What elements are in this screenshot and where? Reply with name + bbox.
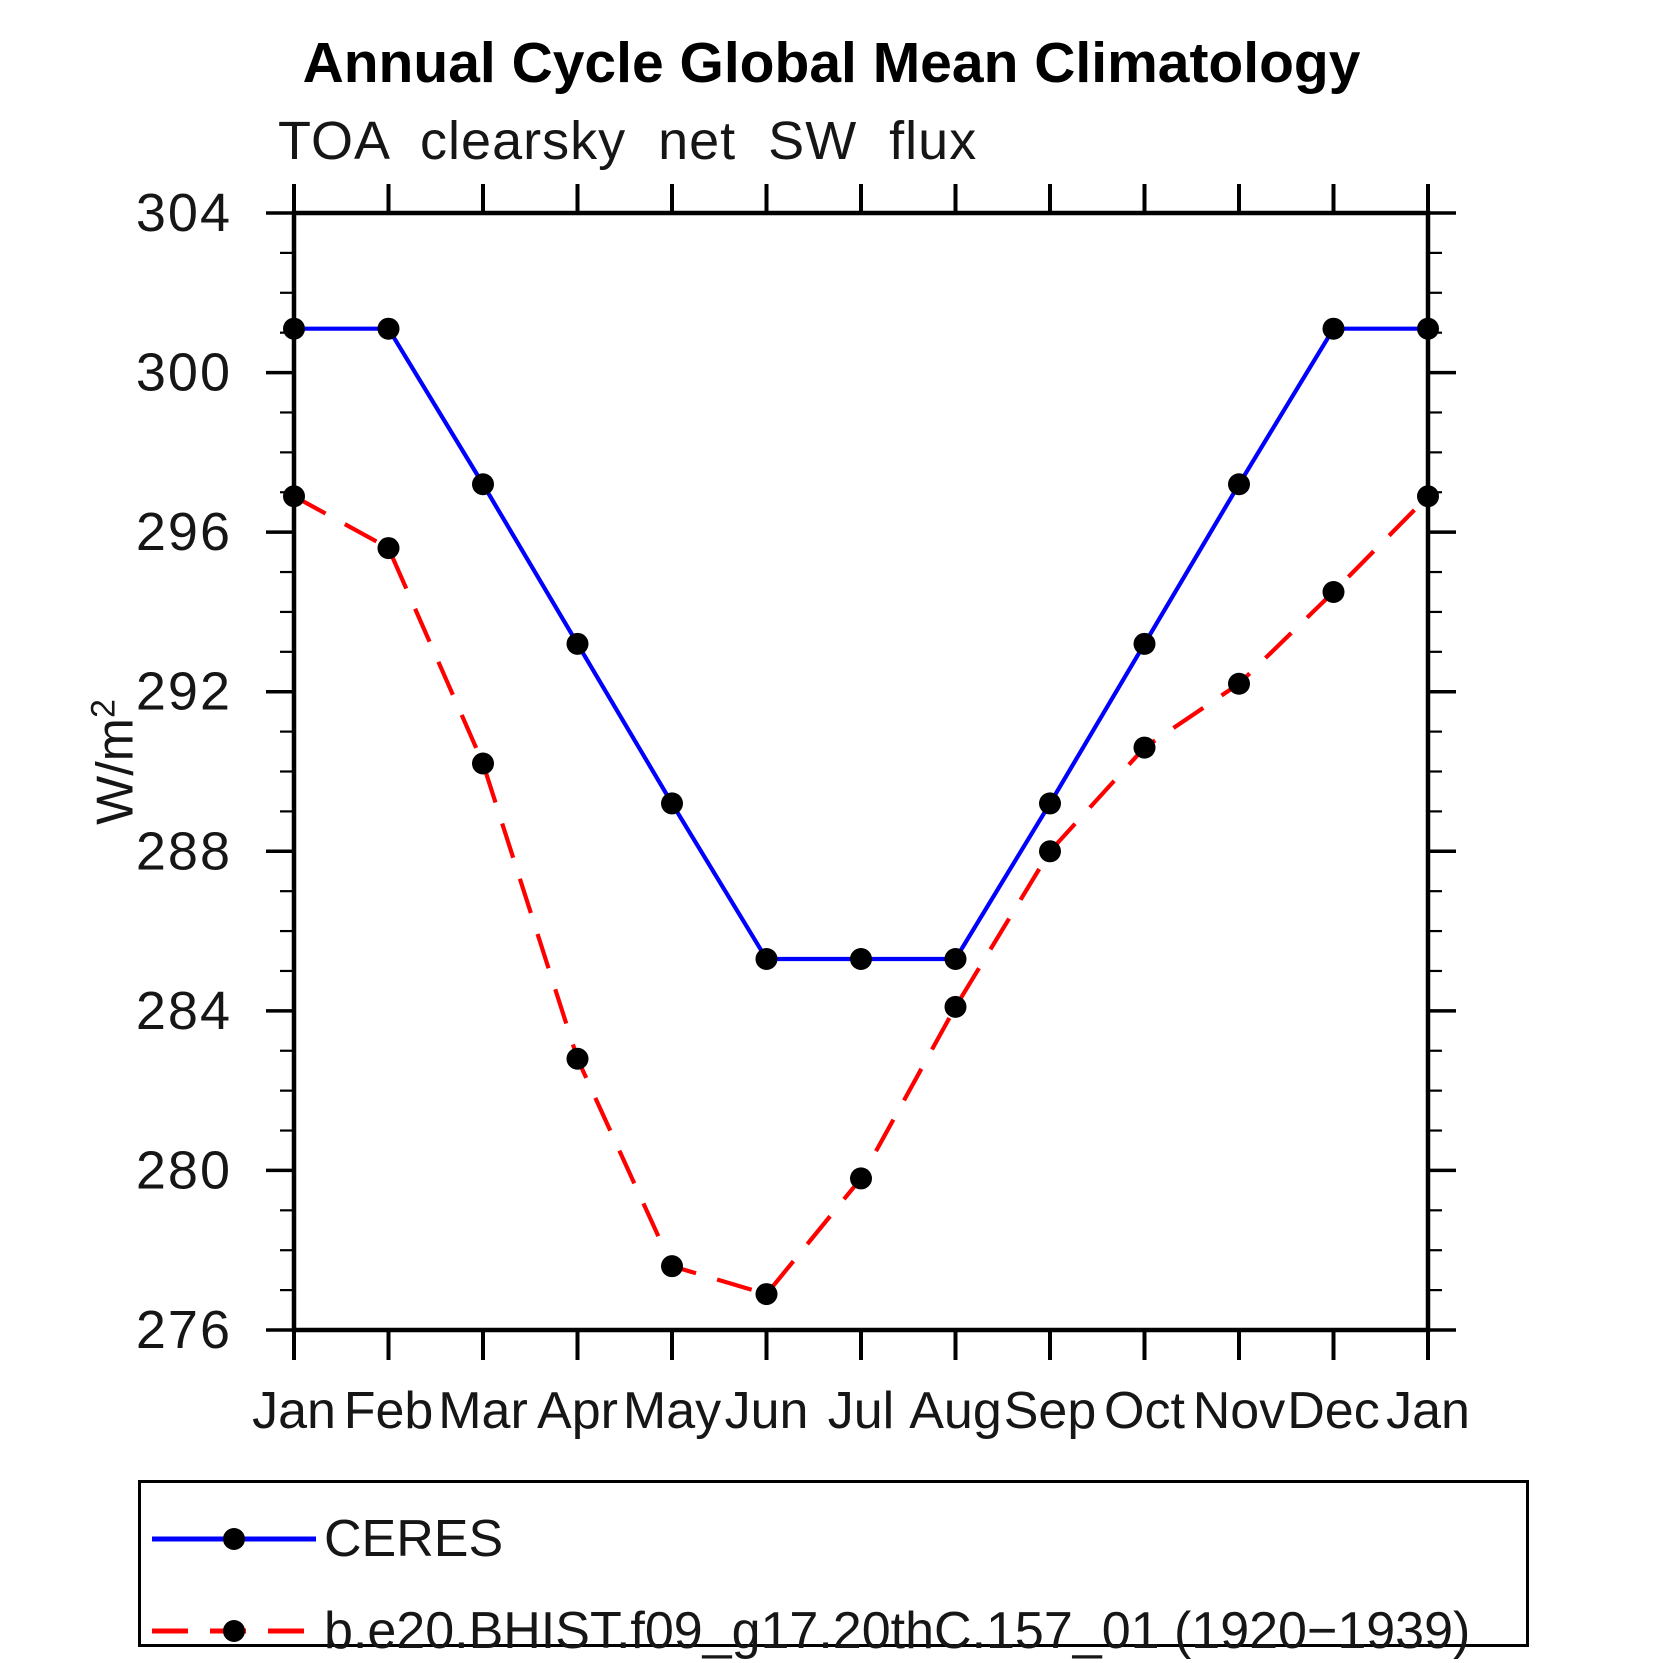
y-tick-label: 304 — [136, 183, 232, 243]
x-tick-label: Nov — [1193, 1382, 1285, 1440]
legend-label-model: b.e20.BHIST.f09_g17.20thC.157_01 (1920−1… — [324, 1602, 1471, 1660]
data-point-marker — [377, 537, 400, 560]
legend-swatch-ceres — [152, 1528, 316, 1550]
data-point-marker — [850, 1167, 872, 1190]
y-tick-label: 288 — [136, 821, 232, 881]
x-tick-label: Mar — [438, 1382, 528, 1440]
x-tick-label: Jan — [1386, 1382, 1470, 1440]
y-tick-label: 276 — [136, 1300, 232, 1360]
data-point-marker — [566, 1047, 589, 1070]
x-tick-label: Jul — [828, 1382, 894, 1440]
y-tick-label: 280 — [136, 1140, 232, 1200]
data-point-marker — [1322, 317, 1345, 340]
data-point-marker — [661, 792, 683, 815]
x-tick-label: Aug — [909, 1382, 1002, 1440]
legend-marker-0 — [223, 1528, 245, 1550]
data-point-marker — [472, 473, 494, 496]
y-tick-label: 292 — [136, 662, 232, 722]
x-tick-label: May — [623, 1382, 721, 1440]
data-point-marker — [472, 752, 494, 775]
data-point-marker — [1039, 792, 1061, 815]
x-tick-label: Dec — [1287, 1382, 1379, 1440]
x-tick-label: Apr — [537, 1382, 618, 1440]
x-tick-label: Jun — [725, 1382, 809, 1440]
data-point-marker — [661, 1255, 683, 1278]
data-point-marker — [755, 947, 778, 970]
legend-swatch-model — [152, 1620, 316, 1642]
x-tick-label: Oct — [1104, 1382, 1185, 1440]
data-point-marker — [1133, 736, 1156, 759]
data-point-marker — [1417, 317, 1439, 340]
data-point-marker — [1417, 485, 1439, 508]
legend-row-model: b.e20.BHIST.f09_g17.20thC.157_01 (1920−1… — [150, 1602, 1470, 1660]
data-point-marker — [944, 947, 967, 970]
data-point-marker — [944, 995, 967, 1018]
data-point-marker — [1322, 580, 1345, 603]
data-point-marker — [1228, 473, 1250, 496]
data-point-marker — [755, 1283, 778, 1306]
plot-border — [291, 210, 1431, 1333]
legend-marker-1 — [223, 1620, 245, 1642]
y-tick-label: 284 — [136, 981, 232, 1041]
data-point-marker — [1039, 840, 1061, 863]
data-point-marker — [566, 632, 589, 655]
legend: CERES b.e20.BHIST.f09_g17.20thC.157_01 (… — [138, 1480, 1529, 1660]
y-tick-label: 300 — [136, 343, 232, 403]
data-point-marker — [283, 485, 305, 508]
series-line-0 — [294, 326, 1428, 962]
data-point-marker — [377, 317, 400, 340]
legend-row-ceres: CERES — [150, 1510, 503, 1568]
y-tick-label: 296 — [136, 502, 232, 562]
x-tick-label: Feb — [344, 1382, 434, 1440]
legend-label-ceres: CERES — [324, 1510, 504, 1568]
chart-title: Annual Cycle Global Mean Climatology — [302, 31, 1361, 95]
data-point-marker — [1133, 632, 1156, 655]
x-tick-label: Jan — [252, 1382, 336, 1440]
data-point-marker — [850, 947, 872, 970]
data-point-marker — [1228, 672, 1250, 695]
x-tick-label: Sep — [1004, 1382, 1097, 1440]
data-point-marker — [283, 317, 305, 340]
chart-subtitle: TOA clearsky net SW flux — [278, 111, 978, 171]
